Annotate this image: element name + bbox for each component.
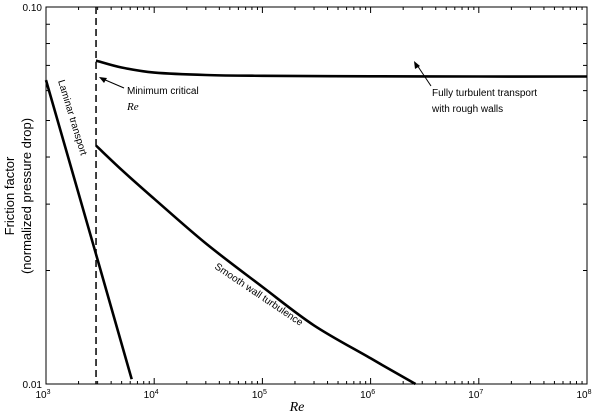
rough-wall-curve [95, 59, 588, 78]
laminar-curve [44, 79, 133, 380]
x-tick-label: 106 [360, 389, 375, 401]
y-axis-title-line1: Friction factor [2, 156, 17, 235]
x-tick-label: 104 [144, 389, 159, 401]
tick-group [45, 6, 588, 385]
laminar-label: Laminar transport [55, 79, 88, 157]
plot-frame [45, 6, 588, 385]
min-critical-label: Minimum critical [127, 86, 199, 97]
x-tick-label: 107 [468, 389, 483, 401]
rough-walls-arrowhead [414, 61, 420, 69]
x-tick-label: 105 [252, 389, 267, 401]
rough-walls-label-line2: with rough walls [431, 104, 503, 115]
y-tick-label: 0.01 [23, 380, 43, 391]
x-tick-label: 103 [35, 389, 50, 401]
min-critical-leader [102, 78, 125, 89]
rough-walls-label-line1: Fully turbulent transport [432, 88, 537, 99]
rough-walls-leader [416, 64, 432, 87]
x-tick-labels: 103 104 105 106 107 108 [35, 389, 591, 401]
min-critical-arrowhead [99, 77, 107, 83]
min-critical-re-label: Re [126, 101, 139, 113]
x-tick-label: 108 [576, 389, 591, 401]
x-axis-title: Re [289, 400, 305, 415]
y-tick-labels: 0.01 0.10 [23, 3, 43, 391]
smooth-wall-curve [95, 144, 417, 386]
y-tick-label: 0.10 [23, 3, 43, 14]
y-axis-title-line2: (normalized pressure drop) [19, 118, 34, 274]
smooth-wall-label: Smooth wall turbulence [212, 261, 305, 328]
